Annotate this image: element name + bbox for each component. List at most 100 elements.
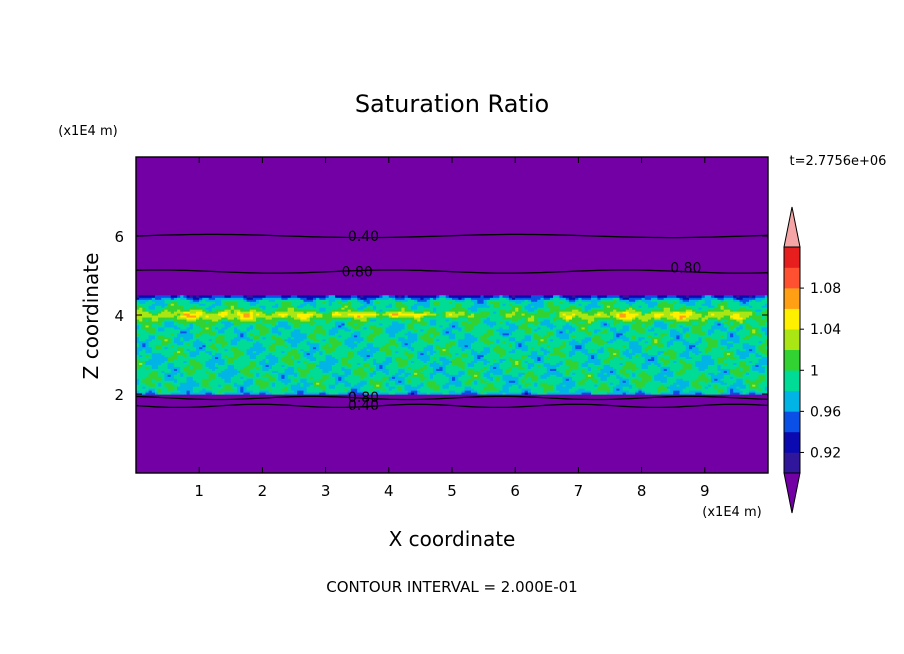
field-cell — [189, 295, 194, 298]
field-cell — [170, 313, 175, 316]
field-cell — [240, 338, 245, 342]
field-cell — [306, 348, 311, 352]
field-cell — [448, 384, 453, 387]
field-cell — [316, 378, 320, 381]
field-cell — [385, 332, 390, 336]
field-cell — [300, 322, 305, 326]
field-cell — [145, 305, 150, 308]
field-cell — [404, 324, 409, 328]
field-cell — [211, 338, 216, 342]
field-cell — [271, 380, 276, 383]
field-cell — [426, 354, 431, 358]
field-cell — [218, 392, 222, 395]
field-cell — [218, 342, 222, 346]
field-cell — [148, 307, 153, 310]
field-cell — [180, 334, 184, 338]
field-cell — [366, 303, 371, 306]
field-cell — [278, 350, 282, 354]
field-cell — [350, 320, 355, 324]
field-cell — [300, 360, 305, 363]
field-cell — [404, 362, 409, 365]
field-cell — [429, 374, 434, 377]
field-cell — [347, 324, 352, 328]
field-cell — [233, 360, 238, 363]
field-cell — [325, 358, 330, 362]
field-cell — [322, 303, 327, 306]
field-cell — [233, 316, 238, 320]
field-cell — [259, 376, 263, 379]
field-cell — [215, 384, 219, 387]
field-cell — [180, 342, 184, 346]
field-cell — [224, 309, 229, 312]
field-cell — [252, 384, 257, 387]
field-cell — [401, 338, 406, 342]
field-cell — [388, 340, 393, 344]
field-cell — [256, 340, 260, 344]
field-cell — [350, 362, 355, 365]
field-cell — [388, 352, 393, 356]
field-cell — [417, 340, 421, 344]
field-cell — [275, 364, 279, 367]
field-cell — [180, 356, 184, 360]
field-cell — [325, 309, 330, 312]
field-cell — [388, 356, 393, 360]
field-cell — [373, 322, 377, 326]
field-cell — [148, 354, 153, 358]
field-cell — [287, 354, 292, 358]
field-cell — [177, 328, 181, 332]
field-cell — [287, 299, 292, 302]
field-cell — [354, 318, 358, 322]
field-cell — [186, 376, 191, 379]
field-cell — [429, 297, 434, 300]
field-cell — [341, 360, 346, 363]
field-cell — [233, 382, 238, 385]
field-cell — [136, 309, 140, 312]
field-cell — [145, 336, 150, 340]
field-cell — [268, 370, 273, 373]
field-cell — [439, 318, 444, 322]
field-cell — [196, 344, 200, 348]
field-cell — [154, 305, 159, 308]
field-cell — [398, 346, 403, 350]
field-cell — [360, 338, 365, 342]
field-cell — [240, 322, 245, 326]
field-cell — [309, 340, 314, 344]
field-cell — [180, 344, 184, 348]
field-cell — [331, 322, 336, 326]
field-cell — [306, 307, 311, 310]
field-cell — [205, 326, 210, 330]
field-cell — [237, 366, 241, 369]
field-cell — [373, 320, 377, 324]
field-cell — [429, 342, 434, 346]
field-cell — [294, 358, 298, 362]
field-cell — [265, 344, 270, 348]
field-cell — [164, 366, 169, 369]
field-cell — [335, 316, 339, 320]
field-cell — [211, 303, 216, 306]
field-cell — [426, 334, 431, 338]
field-cell — [442, 307, 447, 310]
field-cell — [347, 390, 352, 393]
field-cell — [192, 372, 197, 375]
field-cell — [177, 299, 181, 302]
field-cell — [151, 380, 156, 383]
field-cell — [202, 372, 207, 375]
field-cell — [211, 297, 216, 300]
field-cell — [309, 360, 314, 363]
field-cell — [401, 313, 406, 316]
field-cell — [373, 334, 377, 338]
field-cell — [199, 380, 203, 383]
field-cell — [442, 320, 447, 324]
field-cell — [262, 364, 267, 367]
field-cell — [246, 374, 251, 377]
field-cell — [227, 354, 232, 358]
field-cell — [331, 388, 336, 391]
field-cell — [423, 328, 428, 332]
field-cell — [388, 374, 393, 377]
field-cell — [297, 320, 301, 324]
field-cell — [173, 372, 178, 375]
field-cell — [407, 332, 412, 336]
field-cell — [433, 360, 437, 363]
field-cell — [180, 358, 184, 362]
field-cell — [325, 332, 330, 336]
